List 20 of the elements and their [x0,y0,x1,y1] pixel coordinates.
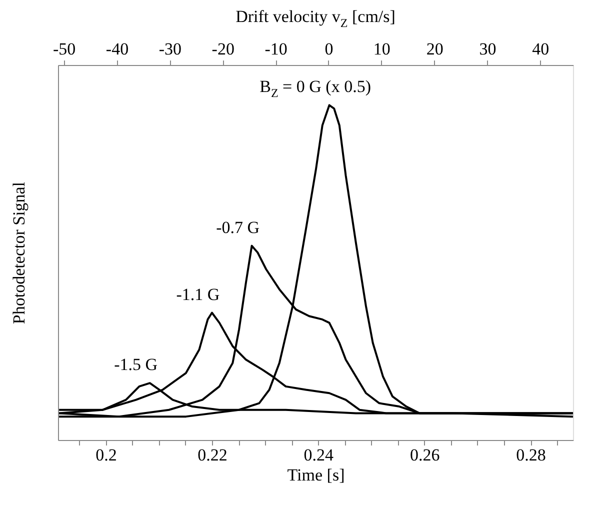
x2-tick-label: -40 [106,40,129,58]
x2-tick-label: 10 [373,40,390,58]
x-tick-label: 0.26 [410,446,440,464]
series-label: -1.1 G [176,284,220,304]
x-axis-title: Time [s] [287,466,345,484]
x2-tick-label: 30 [479,40,496,58]
x2-tick-label: 40 [532,40,550,58]
x-tick-label: 0.24 [304,446,334,464]
x2-tick-label: -20 [212,40,234,58]
x2-tick-label: -10 [264,40,288,58]
x2-tick-label: 0 [324,40,334,58]
series-label: -0.7 G [216,218,260,237]
y-axis-title: Photodetector Signal [10,182,28,324]
x2-tick-label: 20 [426,40,444,58]
series-label: -1.5 G [114,355,158,374]
x-tick-label: 0.22 [198,446,228,464]
x2-tick-label: -50 [52,40,76,58]
x2-tick-label: -30 [158,40,182,58]
x-tick-label: 0.28 [516,446,546,464]
x-tick-label: 0.2 [96,446,117,464]
